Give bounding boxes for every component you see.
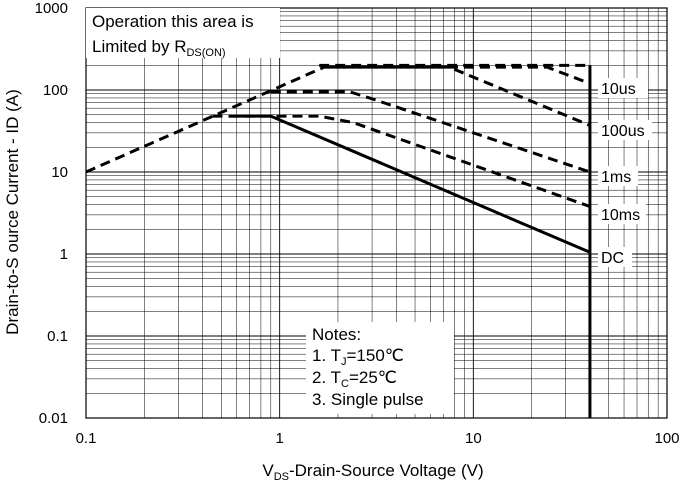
label-bg-100us (598, 120, 652, 140)
label-10us: 10us (601, 81, 636, 98)
y-tick-label: 100 (43, 82, 68, 99)
label-bg-1ms (598, 166, 638, 186)
plot-border (85, 7, 668, 419)
x-tick-label: 0.1 (76, 430, 97, 447)
notes-box (306, 322, 454, 414)
series-line-dc (229, 114, 591, 254)
x-axis-title: VDS-Drain-Source Voltage (V) (262, 461, 483, 483)
y-tick-label: 0.1 (47, 328, 68, 345)
label-bg-10ms (598, 204, 646, 224)
x-tick-label: 1 (275, 430, 283, 447)
label-100us: 100us (601, 123, 645, 140)
y-tick-label: 10 (51, 164, 68, 181)
label-10ms: 10ms (601, 207, 640, 224)
notes-title: Notes: (312, 325, 361, 344)
annotation-line2: Limited by RDS(ON) (92, 37, 226, 59)
series-line-100us (326, 65, 591, 127)
x-tick-label: 10 (465, 430, 482, 447)
series-lines (85, 63, 592, 418)
note-1: 1. TJ=150℃ (312, 346, 404, 368)
series-line-10us (85, 65, 591, 174)
x-tick-label: 100 (654, 430, 679, 447)
y-tick-label: 1000 (35, 0, 68, 17)
y-tick-label: 1 (60, 246, 68, 263)
series-line-1ms (270, 90, 591, 174)
label-dc: DC (601, 250, 624, 267)
annotation-box (86, 8, 280, 58)
y-tick-label: 0.01 (39, 410, 68, 427)
series-line-10ms (212, 114, 591, 208)
label-1ms: 1ms (601, 169, 631, 186)
note-3: 3. Single pulse (312, 390, 424, 409)
tick-labels: 0.1 1 10 100 0.01 0.1 1 10 100 1000 (35, 0, 680, 447)
note-2: 2. TC=25℃ (312, 368, 397, 390)
y-axis-title: Drain-to-S ource Current - ID (A) (3, 89, 22, 335)
annotation-line1: Operation this area is (92, 12, 254, 31)
label-bg-dc (598, 247, 632, 267)
label-bg-10us (598, 78, 648, 98)
